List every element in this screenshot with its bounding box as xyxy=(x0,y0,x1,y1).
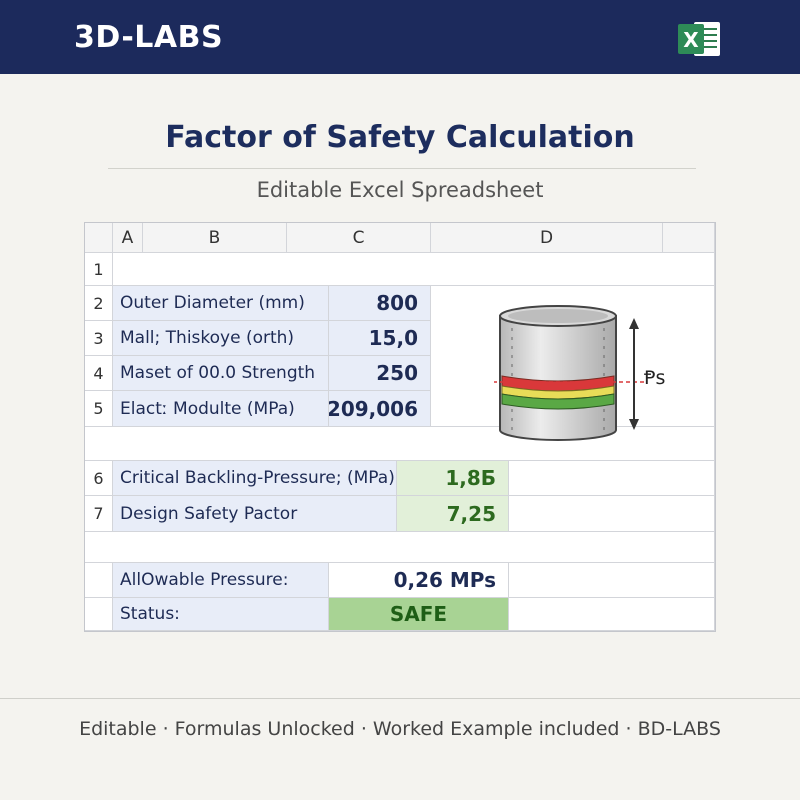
column-header-b[interactable]: B xyxy=(143,223,287,253)
brand-logo: 3D-LABS xyxy=(74,20,224,55)
row-number-blank[interactable] xyxy=(85,563,113,598)
empty-row[interactable] xyxy=(85,427,715,461)
label-status[interactable]: Status: xyxy=(113,598,329,631)
value-wall-thickness[interactable]: 15,0 xyxy=(329,321,431,356)
empty-cell[interactable] xyxy=(509,598,715,631)
value-safety-factor[interactable]: 7,25 xyxy=(397,496,509,532)
empty-cell[interactable] xyxy=(509,461,715,496)
band-green xyxy=(501,393,615,410)
label-allowable-pressure[interactable]: AllOwable Pressure: xyxy=(113,563,329,598)
empty-cell[interactable] xyxy=(113,253,715,286)
page-subtitle: Editable Excel Spreadsheet xyxy=(256,178,544,202)
excel-icon-letter: X xyxy=(683,28,699,52)
value-elastic-modulus[interactable]: 209,006 xyxy=(329,391,431,427)
column-header-a[interactable]: A xyxy=(113,223,143,253)
row-number[interactable]: 2 xyxy=(85,286,113,321)
footer-text: Editable · Formulas Unlocked · Worked Ex… xyxy=(79,718,721,740)
value-allowable-pressure[interactable]: 0,26 MPs xyxy=(329,563,509,598)
column-header-blank[interactable] xyxy=(663,223,715,253)
label-critical-pressure[interactable]: Critical Backling-Pressure; (MPa) xyxy=(113,461,397,496)
row-number-blank[interactable] xyxy=(85,598,113,631)
row-number[interactable]: 5 xyxy=(85,391,113,427)
column-header-d[interactable]: D xyxy=(431,223,663,253)
footer-divider xyxy=(0,698,800,699)
title-divider xyxy=(108,168,696,169)
label-wall-thickness[interactable]: Mall; Thiskoye (orth) xyxy=(113,321,329,356)
row-number[interactable]: 7 xyxy=(85,496,113,532)
value-critical-pressure[interactable]: 1,8Б xyxy=(397,461,509,496)
row-number[interactable]: 4 xyxy=(85,356,113,391)
row-number[interactable]: 3 xyxy=(85,321,113,356)
empty-row[interactable] xyxy=(85,532,715,563)
excel-icon: X xyxy=(678,22,720,56)
cylinder-body xyxy=(499,315,617,441)
value-outer-diameter[interactable]: 800 xyxy=(329,286,431,321)
row-number[interactable]: 6 xyxy=(85,461,113,496)
pressure-label: Ᵽs xyxy=(644,367,665,389)
label-safety-factor[interactable]: Design Safety Pactor xyxy=(113,496,397,532)
empty-cell[interactable] xyxy=(509,563,715,598)
corner-cell[interactable] xyxy=(85,223,113,253)
page-title: Factor of Safety Calculation xyxy=(165,120,635,155)
row-number[interactable]: 1 xyxy=(85,253,113,286)
status-badge[interactable]: SAFE xyxy=(329,598,509,631)
cylinder-diagram: Ᵽs xyxy=(494,305,665,441)
header-bar: 3D-LABS X xyxy=(0,0,800,74)
label-elastic-modulus[interactable]: Elactː Modulte (MPa) xyxy=(113,391,329,427)
column-header-c[interactable]: C xyxy=(287,223,431,253)
label-strength[interactable]: Maset of 00.0 Strength xyxy=(113,356,329,391)
label-outer-diameter[interactable]: Outer Diameter (mm) xyxy=(113,286,329,321)
empty-cell[interactable] xyxy=(509,496,715,532)
value-strength[interactable]: 250 xyxy=(329,356,431,391)
